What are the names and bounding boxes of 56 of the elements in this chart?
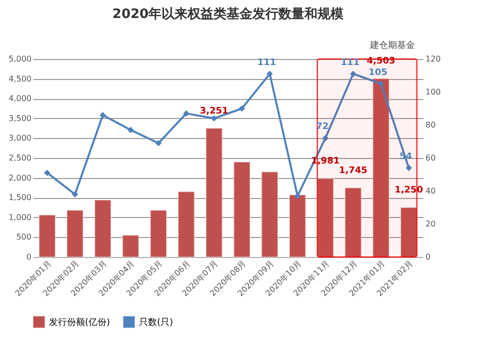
bar: [344, 187, 362, 258]
bar: [261, 171, 278, 258]
bar: [178, 191, 195, 258]
point: [210, 115, 218, 122]
y-tick-label: 4,500: [8, 74, 32, 84]
y-tick-label: 1,000: [8, 212, 32, 222]
data-label: 111: [257, 58, 276, 68]
bar: [233, 161, 250, 258]
legend-label: 只数(只): [139, 317, 174, 328]
bar: [38, 214, 56, 258]
y2-tick-label: 0: [426, 252, 431, 262]
point: [378, 80, 384, 87]
y-tick-label: 5,000: [8, 54, 32, 64]
bar: [94, 199, 112, 258]
bar: [150, 210, 168, 258]
legend-label: 发行份额(亿份): [49, 317, 110, 328]
y-tick-label: 0: [26, 252, 32, 262]
data-label: 3,251: [200, 106, 228, 116]
y-tick-label: 2,000: [8, 173, 32, 182]
point: [238, 105, 246, 112]
point: [44, 170, 50, 176]
y2-tick-label: 80: [426, 120, 436, 130]
point: [127, 126, 134, 134]
point: [294, 192, 301, 200]
data-label: 111: [340, 58, 360, 68]
y-tick-label: 2,500: [8, 154, 32, 162]
point: [72, 191, 78, 198]
band-label: 建仓期基金: [369, 40, 416, 51]
y-tick-label: 4,000: [8, 94, 32, 104]
bar: [400, 207, 418, 258]
point: [183, 110, 190, 117]
bar: [206, 128, 223, 258]
data-label: 4,503: [366, 56, 396, 67]
y2-tick-label: 60: [426, 154, 436, 162]
point: [322, 135, 329, 142]
point: [406, 164, 412, 172]
y-tick-label: 3,000: [8, 134, 32, 143]
y-tick-label: 500: [16, 232, 32, 242]
data-label: 105: [368, 68, 388, 78]
data-label: 1,745: [338, 166, 368, 176]
bar: [372, 78, 390, 258]
bar: [66, 210, 84, 258]
y-tick-label: 3,500: [8, 114, 32, 123]
bar: [122, 234, 140, 258]
bar: [316, 178, 334, 258]
y2-tick-label: 120: [426, 54, 441, 64]
y-tick-label: 1,500: [8, 193, 32, 202]
point: [155, 140, 162, 146]
point: [100, 112, 106, 118]
chart-title: 2020年以来权益类基金发行数量和规模: [112, 6, 344, 22]
y2-tick-label: 100: [426, 88, 441, 96]
y2-tick-label: 20: [426, 220, 436, 228]
bar: [288, 194, 306, 258]
point: [350, 70, 356, 78]
point: [266, 70, 273, 78]
y2-tick-label: 40: [426, 186, 436, 196]
